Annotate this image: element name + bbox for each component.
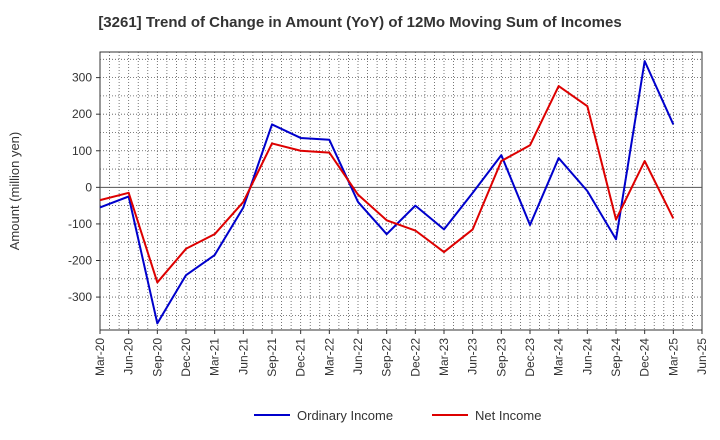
y-axis-label: Amount (million yen) (7, 132, 22, 251)
x-tick-label: Sep-24 (609, 338, 623, 377)
x-tick-label: Jun-22 (351, 338, 365, 375)
x-tick-label: Jun-21 (236, 338, 250, 375)
y-tick-label: -300 (68, 290, 92, 304)
y-tick-label: 200 (72, 107, 92, 121)
chart-title: [3261] Trend of Change in Amount (YoY) o… (98, 14, 622, 31)
x-tick-label: Dec-23 (523, 338, 537, 377)
x-tick-label: Mar-20 (93, 338, 107, 376)
x-tick-label: Sep-23 (494, 338, 508, 377)
x-tick-label: Jun-25 (695, 338, 709, 375)
x-tick-label: Dec-20 (179, 338, 193, 377)
x-tick-label: Mar-21 (208, 338, 222, 376)
x-tick-label: Sep-21 (265, 338, 279, 377)
legend-label-ordinary-income: Ordinary Income (297, 408, 393, 423)
x-tick-label: Jun-20 (122, 338, 136, 375)
x-tick-label: Sep-20 (150, 338, 164, 377)
x-tick-label: Mar-24 (552, 338, 566, 376)
y-tick-label: 0 (85, 180, 92, 194)
x-tick-label: Jun-23 (466, 338, 480, 375)
y-tick-label: -100 (68, 217, 92, 231)
x-tick-label: Dec-22 (408, 338, 422, 377)
x-tick-label: Dec-21 (294, 338, 308, 377)
y-tick-label: 300 (72, 71, 92, 85)
x-tick-label: Jun-24 (580, 338, 594, 375)
legend-label-net-income: Net Income (475, 408, 541, 423)
x-tick-label: Sep-22 (380, 338, 394, 377)
x-tick-label: Mar-23 (437, 338, 451, 376)
y-tick-label: -200 (68, 254, 92, 268)
y-tick-label: 100 (72, 144, 92, 158)
x-tick-label: Mar-25 (666, 338, 680, 376)
plot-area (99, 51, 703, 331)
x-tick-label: Mar-22 (322, 338, 336, 376)
x-tick-label: Dec-24 (638, 338, 652, 377)
